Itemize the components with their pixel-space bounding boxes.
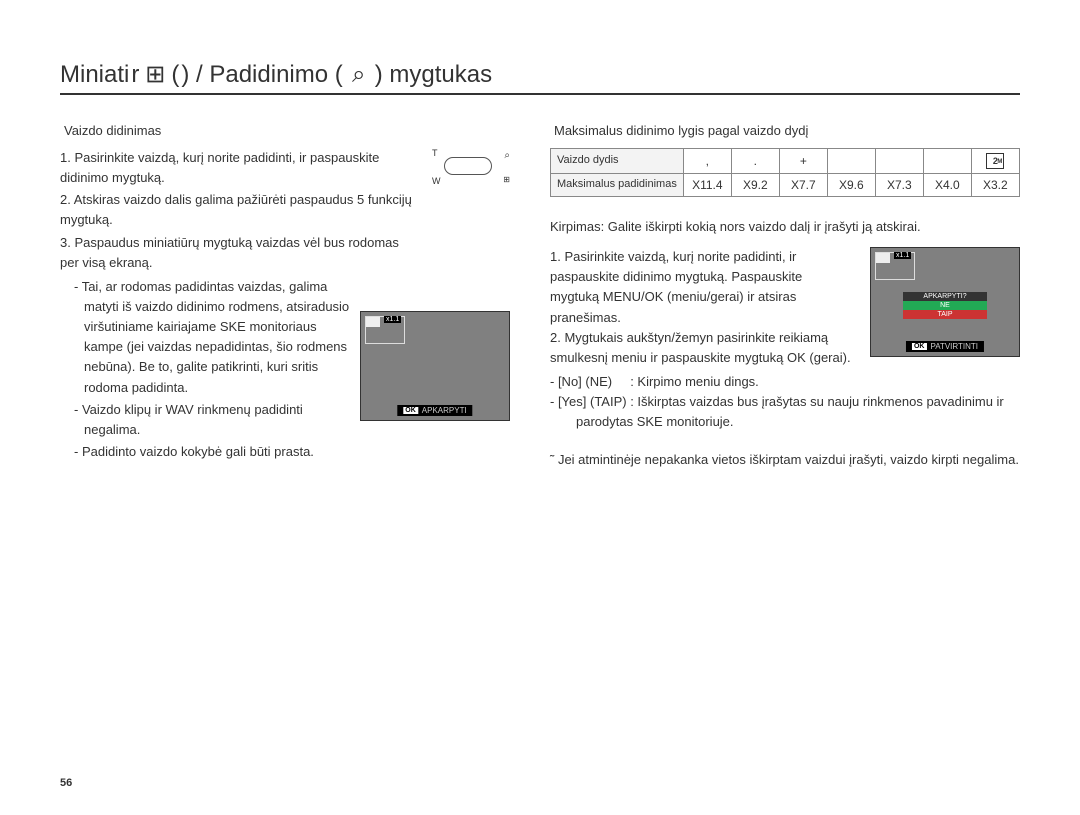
size-cell — [923, 149, 971, 174]
left-column: Vaizdo didinimas 1. Pasirinkite vaizdą, … — [60, 123, 510, 471]
size-cell: 2 — [971, 149, 1019, 174]
magnify-icon: ⌕ — [504, 150, 510, 161]
size-cell — [875, 149, 923, 174]
preview-crop: x1.1 APKARPYTI? NE TAIP OK PATVIRTINTI — [870, 247, 1020, 357]
crop-intro: Kirpimas: Galite iškirpti kokią nors vai… — [550, 217, 1020, 237]
menu-yes: TAIP — [903, 310, 987, 319]
preview-zoom: x1.1 OK APKARPYTI — [360, 311, 510, 421]
crop-step-1: 1. Pasirinkite vaizdą, kurį norite padid… — [550, 247, 854, 328]
right-column: Maksimalus didinimo lygis pagal vaizdo d… — [550, 123, 1020, 471]
row-size-label: Vaizdo dydis — [551, 149, 684, 174]
thumbnail-icon: ⊞ — [141, 60, 169, 89]
zoom-cell: X11.4 — [683, 174, 731, 197]
step-2: 2. Atskiras vaizdo dalis galima pažiūrėt… — [60, 190, 418, 230]
right-heading: Maksimalus didinimo lygis pagal vaizdo d… — [554, 123, 1020, 138]
bullet-3: - Padidinto vaizdo kokybė gali būti pras… — [74, 442, 510, 462]
left-heading: Vaizdo didinimas — [64, 123, 510, 138]
zoom-cell: X9.6 — [827, 174, 875, 197]
size-cell — [827, 149, 875, 174]
menu-no: NE — [903, 301, 987, 310]
step-1: 1. Pasirinkite vaizdą, kurį norite padid… — [60, 148, 418, 188]
zoom-cell: X7.7 — [779, 174, 827, 197]
zoom-table: Vaizdo dydis , . + 2 Maksimalus padidini… — [550, 148, 1020, 197]
zoom-pill — [444, 157, 492, 175]
memory-note: ˜ Jei atmintinėje nepakanka vietos iškir… — [550, 450, 1020, 470]
row-zoom-label: Maksimalus padidinimas — [551, 174, 684, 197]
t-label: T — [432, 148, 438, 158]
zoom-cell: X7.3 — [875, 174, 923, 197]
crop-menu: APKARPYTI? NE TAIP — [903, 292, 987, 319]
option-yes: - [Yes] (TAIP) : Iškirptas vaizdas bus į… — [550, 392, 1020, 432]
zoom-indicator: x1.1 — [875, 252, 915, 280]
step-3: 3. Paspaudus miniatiūrų mygtuką vaizdas … — [60, 233, 418, 273]
size-cell: , — [683, 149, 731, 174]
zoom-indicator: x1.1 — [365, 316, 405, 344]
w-label: W — [432, 176, 441, 186]
page-title: Miniati r ⊞ ( ) / Padidinimo ( ⌕ ) mygtu… — [60, 60, 1020, 95]
menu-question: APKARPYTI? — [903, 292, 987, 301]
crop-step-2: 2. Mygtukais aukštyn/žemyn pasirinkite r… — [550, 328, 854, 368]
preview-bottom-bar: OK PATVIRTINTI — [906, 341, 984, 352]
preview-bottom-bar: OK APKARPYTI — [397, 405, 472, 416]
zoom-cell: X4.0 — [923, 174, 971, 197]
page-number: 56 — [60, 777, 72, 789]
zoom-cell: X3.2 — [971, 174, 1019, 197]
option-no: - [No] (NE) : Kirpimo meniu dings. — [550, 372, 1020, 392]
grid-icon: ⊞ — [503, 175, 510, 184]
size-cell: . — [731, 149, 779, 174]
zoom-icon: ⌕ — [345, 61, 373, 89]
zoom-control-diagram: T W ⌕ ⊞ — [432, 148, 510, 186]
size-cell: + — [779, 149, 827, 174]
zoom-cell: X9.2 — [731, 174, 779, 197]
